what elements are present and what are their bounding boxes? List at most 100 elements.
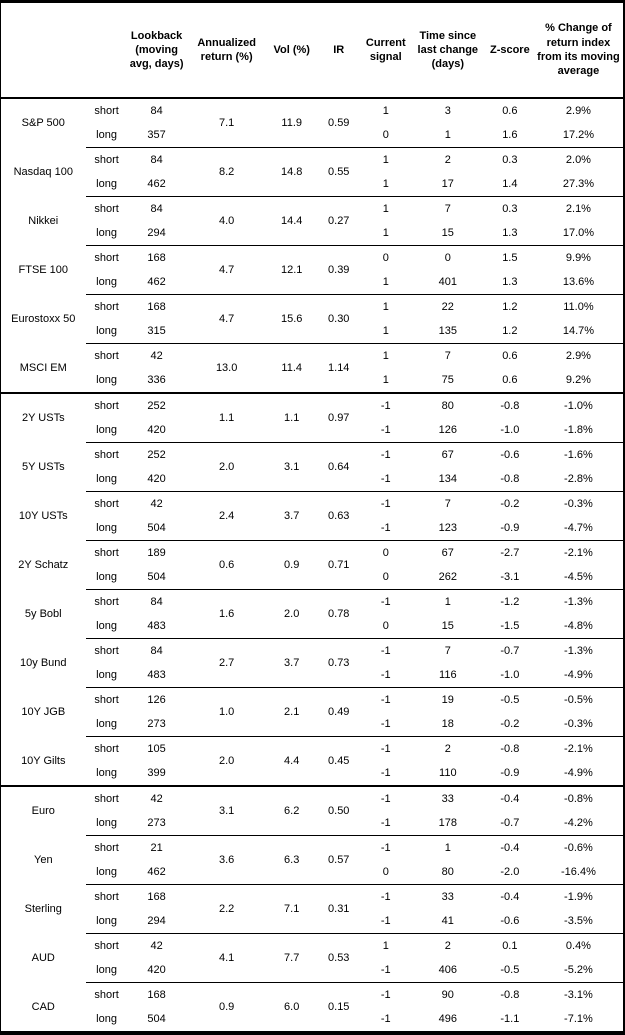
- leg-label-short: short: [85, 638, 128, 663]
- leg-label-long: long: [96, 620, 117, 632]
- vol-value: 6.0: [267, 982, 316, 1033]
- instrument-name: 10y Bund: [20, 657, 67, 669]
- vol-value: 2.0: [267, 589, 316, 639]
- lookback-value: 168: [127, 245, 186, 270]
- instrument-name: 10Y JGB: [21, 706, 66, 718]
- vol-value: 3.7: [267, 638, 316, 688]
- time-since-value: 7: [409, 638, 486, 663]
- leg-label-long: long: [96, 718, 117, 730]
- lookback-value: 189: [127, 540, 186, 565]
- ir-value: 0.15: [315, 982, 362, 1033]
- pct-change-value: 2.9%: [565, 105, 591, 117]
- time-since-value: 67: [409, 442, 486, 467]
- time-since-value: 90: [409, 982, 486, 1007]
- instrument-row-short: Eurostoxx 50 short 168 4.7 15.6 0.30 1 22 1.2 11.…: [1, 294, 624, 344]
- lookback-value: 168: [127, 982, 186, 1007]
- leg-label-short: short: [85, 147, 128, 172]
- annualized-return-value: 13.0: [185, 343, 268, 393]
- pct-change-value: -2.1%: [533, 540, 624, 565]
- time-since-value: 496: [438, 1013, 457, 1025]
- lookback-value: 420: [147, 473, 166, 485]
- current-signal-value: -1: [380, 522, 391, 534]
- lookback-value: 168: [127, 294, 186, 319]
- vol-value: 11.4: [267, 343, 316, 393]
- annualized-return-value: 2.0: [185, 736, 268, 786]
- instrument-name: MSCI EM: [19, 361, 67, 374]
- zscore-value: -0.7: [500, 817, 520, 829]
- pct-change-value: -0.8%: [533, 785, 624, 811]
- current-signal-value: -1: [380, 964, 391, 976]
- current-signal-value: 0: [382, 620, 389, 632]
- ir-value: 0.73: [315, 638, 362, 688]
- leg-label-short: short: [85, 245, 128, 270]
- leg-label-long: long: [96, 276, 117, 288]
- time-since-value: 17: [441, 178, 454, 190]
- instrument-row-short: Sterling short 168 2.2 7.1 0.31 -1 33 -0.4 -1.9%: [1, 884, 624, 934]
- time-since-value: 15: [441, 620, 454, 632]
- instrument-name: 10Y Gilts: [21, 754, 66, 767]
- time-since-value: 401: [438, 276, 457, 288]
- leg-label-short: short: [85, 736, 128, 761]
- ir-value: 0.71: [315, 540, 362, 590]
- time-since-value: 135: [438, 325, 457, 337]
- leg-label-long: long: [96, 374, 117, 386]
- instrument-name: 5Y USTs: [21, 461, 65, 473]
- leg-label-short: short: [85, 442, 128, 467]
- lookback-value: 462: [147, 178, 166, 190]
- zscore-value: 0.3: [485, 196, 534, 221]
- leg-label-long: long: [96, 964, 117, 976]
- pct-change-value: 13.6%: [562, 276, 595, 288]
- lookback-value: 483: [147, 669, 166, 681]
- lookback-value: 420: [147, 424, 166, 436]
- vol-value: 14.8: [267, 147, 316, 197]
- current-signal-value: 1: [382, 325, 389, 337]
- pct-change-value: -4.7%: [564, 522, 593, 534]
- pct-change-value: -2.8%: [564, 473, 593, 485]
- instrument-row-short: 10y Bund short 84 2.7 3.7 0.73 -1 7 -0.7 -1.3%: [1, 638, 624, 688]
- lookback-value: 84: [127, 589, 186, 614]
- zscore-value: 1.3: [502, 227, 518, 239]
- instrument-row-short: 10Y USTs short 42 2.4 3.7 0.63 -1 7 -0.2 -0.3%: [1, 491, 624, 541]
- zscore-value: 1.2: [502, 325, 518, 337]
- time-since-value: 178: [438, 817, 457, 829]
- leg-label-short: short: [85, 933, 128, 958]
- instrument-row-long: long 462 1 401 1.3 13.6%: [1, 270, 625, 295]
- current-signal-value: 1: [382, 374, 389, 386]
- lookback-value: 42: [127, 491, 186, 516]
- vol-value: 6.3: [267, 835, 316, 885]
- leg-label-long: long: [96, 178, 117, 190]
- instrument-row-short: FTSE 100 short 168 4.7 12.1 0.39 0 0 1.5 9.9%: [1, 245, 624, 295]
- ir-value: 0.50: [315, 785, 362, 836]
- pct-change-value: -2.1%: [533, 736, 624, 761]
- time-since-value: 126: [438, 424, 457, 436]
- time-since-value: 7: [409, 491, 486, 516]
- instrument-row-short: Nasdaq 100 short 84 8.2 14.8 0.55 1 2 0.3 2.0%: [1, 147, 624, 197]
- ir-value: 0.97: [315, 392, 362, 443]
- instrument-row-long: long 315 1 135 1.2 14.7%: [1, 319, 625, 344]
- instrument-row-long: long 483 -1 116 -1.0 -4.9%: [1, 663, 625, 688]
- lookback-value: 504: [147, 522, 166, 534]
- pct-change-value: -4.9%: [564, 767, 593, 779]
- instrument-name: Nikkei: [28, 215, 59, 227]
- instrument-name: Nasdaq 100: [13, 166, 73, 178]
- instrument-row-short: MSCI EM short 42 13.0 11.4 1.14 1 7 0.6 2.9%: [1, 343, 624, 393]
- header-current-signal: Current signal: [361, 1, 410, 99]
- instrument-row-long: long 357 0 1 1.6 17.2%: [1, 123, 625, 148]
- instrument-name: Sterling: [24, 903, 62, 915]
- lookback-value: 336: [147, 374, 166, 386]
- lookback-value: 252: [127, 392, 186, 418]
- lookback-value: 504: [147, 571, 166, 583]
- zscore-value: -0.7: [485, 638, 534, 663]
- current-signal-value: -1: [380, 718, 391, 730]
- instrument-name: 2Y USTs: [0, 392, 86, 443]
- current-signal-value: -1: [380, 817, 391, 829]
- lookback-value: 84: [127, 147, 186, 172]
- pct-change-value: 11.0%: [533, 294, 624, 319]
- annualized-return-value: 0.9: [185, 982, 268, 1033]
- pct-change-value: -1.9%: [533, 884, 624, 909]
- pct-change-value: 27.3%: [562, 178, 595, 190]
- ir-value: 0.39: [315, 245, 362, 295]
- header-annualized-return: Annualized return (%): [185, 1, 268, 99]
- leg-label-short: short: [85, 392, 128, 418]
- annualized-return-value: 2.2: [185, 884, 268, 934]
